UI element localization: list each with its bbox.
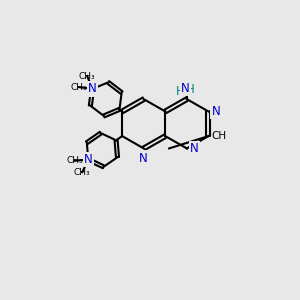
Text: N: N bbox=[181, 82, 190, 95]
Text: CH₃: CH₃ bbox=[74, 168, 91, 177]
Text: N: N bbox=[88, 82, 97, 95]
Text: N: N bbox=[190, 142, 199, 155]
Text: CH: CH bbox=[212, 131, 226, 141]
Text: N: N bbox=[212, 105, 220, 118]
Text: N: N bbox=[140, 152, 148, 164]
Text: CH₃: CH₃ bbox=[79, 72, 95, 81]
Text: H: H bbox=[176, 85, 185, 98]
Text: N: N bbox=[84, 153, 93, 166]
Text: H: H bbox=[186, 83, 195, 96]
Text: CH₃: CH₃ bbox=[66, 156, 83, 165]
Text: CH₃: CH₃ bbox=[70, 82, 87, 91]
